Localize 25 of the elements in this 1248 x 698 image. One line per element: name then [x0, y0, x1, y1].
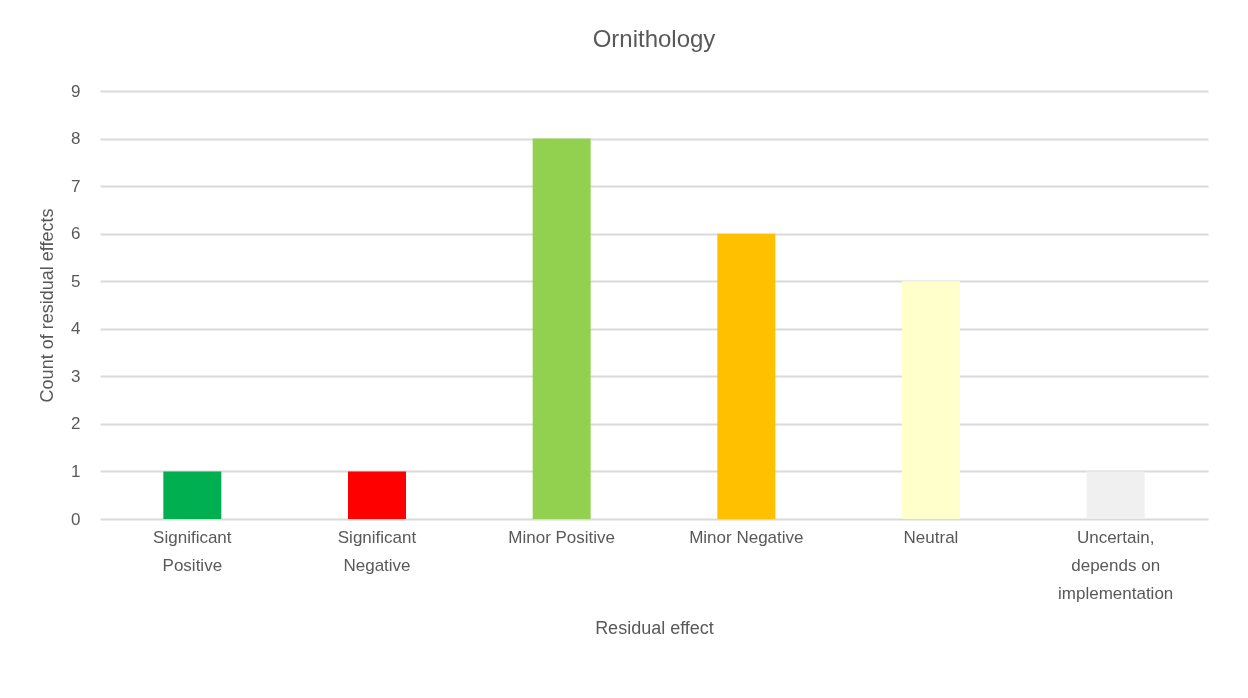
y-axis-title: Count of residual effects	[37, 208, 58, 403]
y-tick-label: 3	[71, 366, 81, 386]
y-tick-label: 6	[71, 224, 81, 244]
y-tick-label: 1	[71, 461, 81, 481]
y-tick-label: 8	[71, 129, 81, 149]
y-tick-label: 2	[71, 414, 81, 434]
y-tick-label: 7	[71, 176, 81, 196]
x-axis-title: Residual effect	[595, 617, 714, 638]
bar	[1086, 471, 1145, 519]
x-tick-label: Uncertain, depends on implementation	[1058, 527, 1174, 603]
bar	[902, 281, 960, 519]
x-tick-label: Minor Positive	[508, 527, 616, 547]
bar	[717, 233, 776, 519]
y-tick-label: 0	[71, 509, 81, 529]
bar	[348, 471, 406, 519]
x-tick-label: Significant Negative	[337, 527, 417, 575]
x-tick-label: Minor Negative	[689, 527, 804, 547]
y-tick-label: 5	[71, 271, 81, 291]
x-tick-label: Neutral	[903, 527, 959, 547]
y-tick-label: 4	[71, 319, 81, 339]
bar	[163, 471, 222, 519]
y-tick-label: 9	[71, 81, 81, 101]
chart-title: Ornithology	[592, 25, 716, 52]
x-tick-label: Significant Positive	[153, 527, 232, 575]
bar	[532, 138, 591, 519]
